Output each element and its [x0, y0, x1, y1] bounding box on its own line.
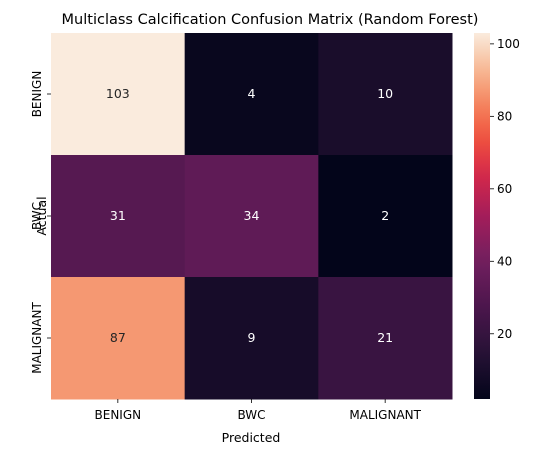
cell-value-label: 87	[110, 330, 126, 345]
heatmap-cell	[318, 33, 453, 156]
cell-value-label: 9	[248, 330, 256, 345]
heatmap-cell	[51, 277, 186, 400]
colorbar-tick-label: 20	[497, 327, 512, 341]
colorbar-ticks: 20 40 60 80 100	[490, 37, 520, 341]
heatmap-cell	[184, 155, 319, 278]
heatmap-cells: 103 4 10 31 34 2 87 9 21	[51, 33, 453, 400]
x-axis-label: Predicted	[222, 430, 281, 445]
heatmap-cell	[318, 277, 453, 400]
y-tick-labels: BENIGN BWC MALIGNANT	[30, 71, 51, 374]
cell-value-label: 21	[377, 330, 393, 345]
cell-value-label: 10	[377, 86, 393, 101]
y-tick-label: BENIGN	[30, 71, 44, 118]
y-tick-label: BWC	[30, 202, 44, 230]
x-tick-label: BWC	[237, 408, 265, 422]
x-tick-label: MALIGNANT	[349, 408, 421, 422]
cell-value-label: 34	[244, 208, 260, 223]
colorbar-tick-label: 80	[497, 109, 512, 123]
heatmap-cell	[51, 33, 186, 156]
colorbar-tick-label: 40	[497, 254, 512, 268]
x-tick-labels: BENIGN BWC MALIGNANT	[95, 399, 422, 422]
y-axis-label: Actual	[34, 196, 49, 235]
cell-value-label: 2	[381, 208, 389, 223]
colorbar-tick-label: 60	[497, 182, 512, 196]
cell-value-label: 103	[106, 86, 130, 101]
colorbar-tick-label: 100	[497, 37, 520, 51]
cell-value-label: 31	[110, 208, 126, 223]
colorbar	[474, 33, 490, 399]
heatmap-cell	[318, 155, 453, 278]
heatmap-cell	[184, 277, 319, 400]
y-tick-label: MALIGNANT	[30, 302, 44, 374]
heatmap-cell	[51, 155, 186, 278]
chart-title: Multiclass Calcification Confusion Matri…	[62, 12, 479, 28]
cell-value-label: 4	[248, 86, 256, 101]
heatmap-cell	[184, 33, 319, 156]
x-tick-label: BENIGN	[95, 408, 142, 422]
